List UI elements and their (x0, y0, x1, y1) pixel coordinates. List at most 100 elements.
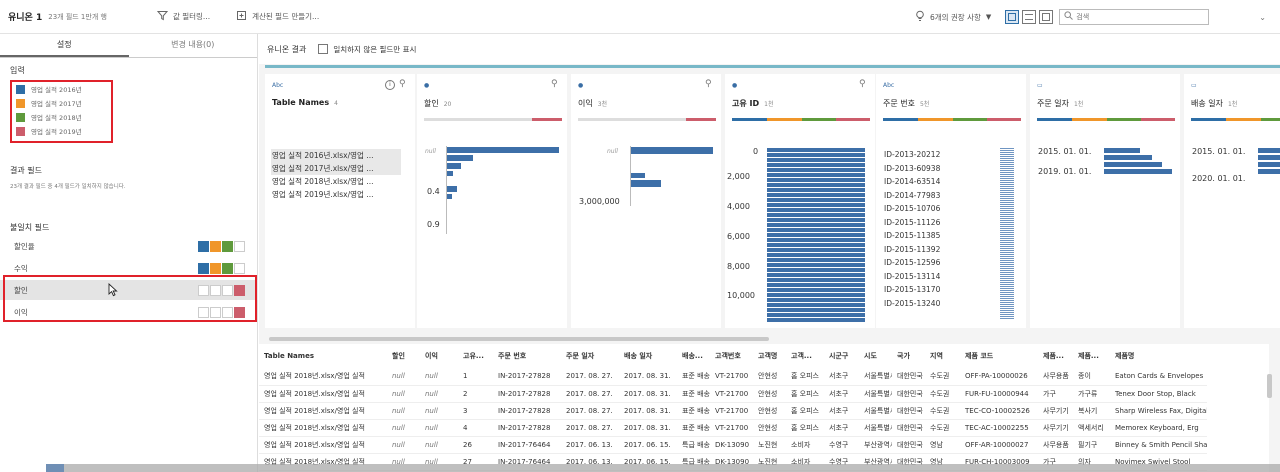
id-distribution-bars[interactable] (767, 148, 865, 322)
table-cell[interactable]: 영업 실적 2018년.xlsx/영업 실적 (259, 368, 387, 386)
table-cell[interactable]: 사무용품 (1038, 436, 1073, 454)
table-cell[interactable]: 안현성 (753, 385, 786, 403)
table-cell[interactable]: VT-21700 (710, 402, 753, 420)
column-header[interactable]: 배송 일자 (624, 352, 653, 360)
value-item[interactable]: ID-2015-13170 (884, 285, 941, 294)
histogram-bar[interactable] (447, 171, 453, 176)
column-header[interactable]: 이익 (425, 352, 438, 360)
table-cell[interactable]: 홈 오피스 (786, 419, 824, 437)
table-cell[interactable]: 수도권 (925, 385, 960, 403)
histogram-bar[interactable] (447, 163, 461, 169)
tab-settings[interactable]: 설정 (0, 34, 129, 57)
table-cell[interactable]: Sharp Wireless Fax, Digital (1110, 402, 1207, 420)
profile-card-profit[interactable]: ● ⚲ 이익 3천 null 3,000,000 (571, 74, 721, 328)
table-cell[interactable]: VT-21700 (710, 385, 753, 403)
input-item[interactable]: 영업 실적 2017년 (16, 96, 257, 110)
pin-icon[interactable]: ⚲ (859, 79, 866, 89)
table-cell[interactable]: 가구 (1038, 385, 1073, 403)
table-cell[interactable]: IN-2017-27828 (493, 385, 561, 403)
table-cell[interactable]: 대한민국 (892, 436, 925, 454)
histogram-bar[interactable] (631, 147, 713, 154)
value-item[interactable]: ID-2015-11126 (884, 217, 941, 227)
table-cell[interactable]: 서울특별시 (859, 419, 892, 437)
table-cell[interactable]: 2 (458, 385, 493, 403)
input-item[interactable]: 영업 실적 2016년 (16, 82, 257, 96)
table-cell[interactable]: 영업 실적 2018년.xlsx/영업 실적 (259, 419, 387, 437)
value-item[interactable]: ID-2015-13114 (884, 271, 941, 281)
table-cell[interactable]: 서초구 (824, 419, 859, 437)
table-cell[interactable]: 2017. 06. 15. (619, 436, 677, 454)
column-header[interactable]: 시도 (864, 352, 877, 360)
table-cell[interactable]: 액세서리 (1073, 419, 1110, 437)
table-cell[interactable]: 2017. 08. 31. (619, 385, 677, 403)
histogram-bar[interactable] (1258, 148, 1280, 153)
column-header[interactable]: 제품 코드 (965, 352, 994, 360)
table-cell[interactable]: 표준 배송 (677, 385, 710, 403)
create-calculated-field-button[interactable]: 계산된 필드 만들기... (236, 10, 319, 23)
table-cell[interactable]: 필기구 (1073, 436, 1110, 454)
value-item[interactable]: 영업 실적 2017년.xlsx/영업 ... (271, 162, 401, 175)
table-cell[interactable]: 영업 실적 2018년.xlsx/영업 실적 (259, 402, 387, 420)
table-cell[interactable]: 영업 실적 2018년.xlsx/영업 실적 (259, 385, 387, 403)
profile-horizontal-scrollbar[interactable] (269, 337, 769, 341)
table-cell[interactable]: TEC-CO-10002526 (960, 402, 1038, 420)
recommendations-button[interactable]: 6개의 권장 사항 ▼ (915, 10, 991, 24)
column-header[interactable]: 주문 번호 (498, 352, 527, 360)
value-item[interactable]: ID-2013-20212 (884, 150, 941, 159)
table-cell[interactable]: 사무용품 (1038, 368, 1073, 386)
table-row[interactable]: 영업 실적 2018년.xlsx/영업 실적 null null 1 IN-2017-2… (259, 368, 1207, 386)
table-row[interactable]: 영업 실적 2018년.xlsx/영업 실적 null null 3 IN-2017-2… (259, 402, 1207, 420)
table-cell[interactable]: 1 (458, 368, 493, 386)
column-header[interactable]: 국가 (897, 352, 910, 360)
table-cell[interactable]: 2017. 06. 13. (561, 436, 619, 454)
value-item[interactable]: ID-2014-63514 (884, 177, 941, 186)
table-cell[interactable]: 영남 (925, 436, 960, 454)
table-cell[interactable]: null (420, 436, 458, 454)
value-item[interactable]: ID-2015-12596 (884, 258, 941, 267)
profile-card-ship-date[interactable]: ▭ 배송 일자 1천 2015. 01. 01. 2020. 01. 01. (1184, 74, 1280, 328)
value-item[interactable]: ID-2015-10706 (884, 204, 941, 213)
view-data-button[interactable] (1039, 10, 1054, 24)
table-cell[interactable]: 서초구 (824, 385, 859, 403)
value-item[interactable]: 영업 실적 2019년.xlsx/영업 ... (272, 190, 374, 199)
table-cell[interactable]: 소비자 (786, 436, 824, 454)
histogram-bar[interactable] (447, 186, 457, 192)
table-cell[interactable]: 수도권 (925, 402, 960, 420)
profile-card-order-id[interactable]: Abc 주문 번호 5천 ID-2013-20212 ID-2013-60938 … (876, 74, 1026, 328)
table-cell[interactable]: 표준 배송 (677, 368, 710, 386)
table-cell[interactable]: 서울특별시 (859, 402, 892, 420)
grid-vertical-scrollbar[interactable] (1267, 374, 1272, 398)
input-item[interactable]: 영업 실적 2018년 (16, 110, 257, 124)
histogram-bar[interactable] (447, 147, 559, 153)
table-cell[interactable]: 서울특별시 (859, 368, 892, 386)
table-cell[interactable]: IN-2017-27828 (493, 402, 561, 420)
table-cell[interactable]: Binney & Smith Pencil Sharpener (1110, 436, 1207, 454)
table-cell[interactable]: 대한민국 (892, 419, 925, 437)
table-cell[interactable]: OFF-AR-10000027 (960, 436, 1038, 454)
table-cell[interactable]: 표준 배송 (677, 419, 710, 437)
table-cell[interactable]: VT-21700 (710, 368, 753, 386)
column-header[interactable]: 고객... (791, 352, 812, 360)
collapse-chevron-icon[interactable]: ⌄ (1259, 12, 1266, 22)
table-cell[interactable]: 대한민국 (892, 402, 925, 420)
column-header[interactable]: 고객번호 (715, 352, 741, 360)
table-cell[interactable]: 2017. 08. 31. (619, 368, 677, 386)
table-cell[interactable]: Eaton Cards & Envelopes (1110, 368, 1207, 386)
mismatched-field-row[interactable]: 할인 (0, 280, 258, 300)
histogram-bar[interactable] (1104, 162, 1162, 167)
value-item[interactable]: ID-2015-11385 (884, 231, 941, 240)
scrollbar-thumb[interactable] (46, 464, 64, 472)
value-item[interactable]: ID-2015-13240 (884, 298, 941, 308)
table-cell[interactable]: IN-2017-27828 (493, 368, 561, 386)
table-cell[interactable]: 수도권 (925, 368, 960, 386)
column-header[interactable]: 배송... (682, 352, 703, 360)
table-cell[interactable]: 서초구 (824, 402, 859, 420)
table-cell[interactable]: 2017. 08. 27. (561, 402, 619, 420)
table-cell[interactable]: 홈 오피스 (786, 385, 824, 403)
table-row[interactable]: 영업 실적 2018년.xlsx/영업 실적 null null 26 IN-2017-… (259, 436, 1207, 454)
table-cell[interactable]: IN-2017-27828 (493, 419, 561, 437)
table-cell[interactable]: OFF-PA-10000026 (960, 368, 1038, 386)
table-cell[interactable]: 가구류 (1073, 385, 1110, 403)
table-cell[interactable]: 노진현 (753, 436, 786, 454)
table-cell[interactable]: IN-2017-76464 (493, 436, 561, 454)
